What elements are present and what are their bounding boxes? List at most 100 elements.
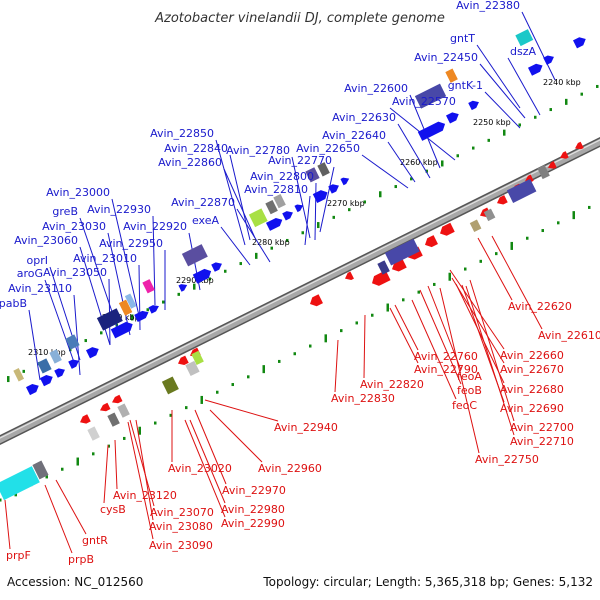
leader-line xyxy=(389,307,419,364)
leader-line xyxy=(361,154,409,189)
reverse-tick xyxy=(0,498,2,502)
reverse-ring-ticks xyxy=(0,205,591,502)
reverse-tick xyxy=(371,313,374,317)
leader-line xyxy=(215,139,246,246)
reverse-gene xyxy=(100,402,111,412)
forward-tick xyxy=(193,283,196,290)
reverse-tick xyxy=(61,467,64,471)
gene-label-forward: Avin_22570 xyxy=(392,95,456,108)
gene-label-reverse: Avin_22680 xyxy=(500,383,564,396)
gene-label-forward: Avin_22640 xyxy=(322,129,386,142)
forward-tick xyxy=(487,138,490,142)
label-leaders xyxy=(4,11,556,554)
forward-tick xyxy=(301,231,304,235)
gene-label-reverse: Avin_22660 xyxy=(500,349,564,362)
reverse-tick xyxy=(386,303,389,312)
gene-label-forward: Avin_22920 xyxy=(123,220,187,233)
reverse-tick xyxy=(324,334,327,343)
leader-line xyxy=(184,419,226,518)
forward-tick xyxy=(379,191,382,198)
gene-labels: Avin_22380 gntT Avin_22450 dszA gntK-1 Avin_2… xyxy=(0,0,600,566)
leader-line xyxy=(477,237,513,301)
leader-line xyxy=(363,314,366,379)
forward-tick xyxy=(503,129,506,136)
gene-label-forward: Avin_22860 xyxy=(158,156,222,169)
gene-label-reverse: Avin_22830 xyxy=(331,392,395,405)
reverse-tick xyxy=(185,406,188,410)
forward-gene xyxy=(39,375,53,387)
leader-line xyxy=(44,279,76,366)
gene-label-reverse: Avin_23090 xyxy=(149,539,213,552)
gene-label-reverse: Avin_23120 xyxy=(113,489,177,502)
gene-label-reverse: gntR xyxy=(82,534,108,547)
leader-line xyxy=(229,154,251,241)
feature-block xyxy=(483,208,496,222)
reverse-tick xyxy=(510,241,513,250)
forward-tick xyxy=(549,108,552,112)
forward-gene xyxy=(417,121,446,141)
gene-label-reverse: Avin_22980 xyxy=(221,503,285,516)
forward-tick xyxy=(224,269,227,273)
tick-label: 2280 kbp xyxy=(252,238,290,247)
feature-block xyxy=(191,350,204,366)
reverse-tick xyxy=(340,329,343,333)
leader-line xyxy=(135,419,154,521)
forward-gene xyxy=(68,359,79,369)
leader-line xyxy=(449,269,505,350)
reverse-tick xyxy=(92,452,95,456)
feature-block xyxy=(469,219,482,233)
forward-tick xyxy=(394,185,397,189)
leader-line xyxy=(411,299,457,400)
gene-label-reverse: feoB xyxy=(457,384,482,397)
forward-gene xyxy=(328,184,339,194)
leader-line xyxy=(73,294,81,376)
reverse-gene xyxy=(548,161,557,169)
leader-line xyxy=(455,283,505,384)
gene-label-reverse: cysB xyxy=(100,503,126,516)
gene-label-forward: Avin_22630 xyxy=(332,111,396,124)
leader-line xyxy=(314,182,317,241)
reverse-tick xyxy=(154,421,157,425)
gene-label-forward: aroG xyxy=(17,267,43,280)
forward-tick xyxy=(7,376,10,383)
reverse-gene xyxy=(112,394,123,404)
leader-line xyxy=(465,285,515,436)
forward-tick xyxy=(146,308,149,312)
tick-label: 2310 kbp xyxy=(28,348,66,357)
gene-label-forward: Avin_22850 xyxy=(150,127,214,140)
forward-gene xyxy=(527,63,543,76)
genome-backbone xyxy=(0,136,600,446)
reverse-tick xyxy=(433,282,436,286)
forward-tick xyxy=(456,154,459,158)
feature-block xyxy=(49,349,62,364)
gene-label-forward: Avin_22810 xyxy=(244,183,308,196)
gene-label-forward: Avin_22840 xyxy=(164,142,228,155)
reverse-tick xyxy=(231,383,234,387)
gene-label-reverse: Avin_23070 xyxy=(150,506,214,519)
forward-tick xyxy=(363,200,366,204)
reverse-tick xyxy=(278,359,281,363)
gene-label-forward: Avin_23060 xyxy=(14,234,78,247)
feature-block xyxy=(37,358,52,374)
leader-line xyxy=(223,168,256,239)
forward-gene xyxy=(294,204,304,213)
forward-tick xyxy=(270,246,273,250)
reverse-gene xyxy=(310,294,323,307)
gene-label-reverse: Avin_22960 xyxy=(258,462,322,475)
feature-block xyxy=(117,403,130,418)
tick-label: 2260 kbp xyxy=(400,158,438,167)
leader-line xyxy=(419,289,462,385)
reverse-tick xyxy=(293,352,296,356)
reverse-tick xyxy=(309,344,312,348)
forward-tick xyxy=(208,277,211,281)
gene-label-forward: pabB xyxy=(0,297,27,310)
gene-label-forward: Avin_23000 xyxy=(46,186,110,199)
forward-tick xyxy=(317,222,320,229)
leader-line xyxy=(129,419,155,507)
leader-line xyxy=(334,339,339,393)
gene-label-forward: Avin_22380 xyxy=(456,0,520,12)
gene-track xyxy=(25,37,586,424)
forward-tick xyxy=(286,238,289,242)
forward-gene xyxy=(340,177,350,186)
forward-tick xyxy=(255,252,258,259)
